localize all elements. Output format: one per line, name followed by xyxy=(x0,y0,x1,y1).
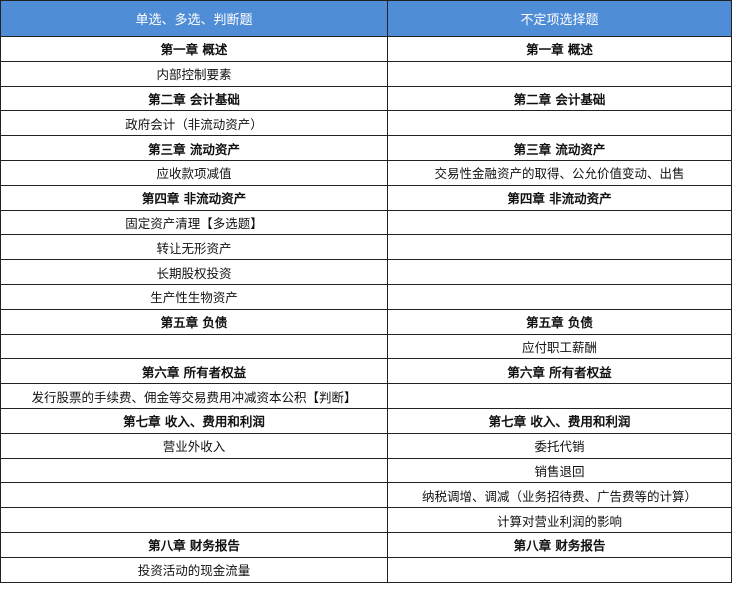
right-cell xyxy=(387,283,732,310)
left-cell: 政府会计（非流动资产） xyxy=(0,110,388,137)
table-row: 长期股权投资 xyxy=(0,259,732,285)
table-row: 生产性生物资产 xyxy=(0,283,732,310)
left-cell: 第七章 收入、费用和利润 xyxy=(0,407,388,434)
chapter-row: 第三章 流动资产 第三章 流动资产 xyxy=(0,135,732,161)
right-cell xyxy=(387,209,732,236)
header-indefinite-choice: 不定项选择题 xyxy=(387,0,732,37)
right-cell xyxy=(387,259,732,285)
chapter-row: 第四章 非流动资产 第四章 非流动资产 xyxy=(0,184,732,211)
table-row: 投资活动的现金流量 xyxy=(0,556,732,583)
left-cell: 第一章 概述 xyxy=(0,36,388,62)
right-cell xyxy=(387,383,732,409)
right-cell xyxy=(387,110,732,137)
left-cell: 第五章 负债 xyxy=(0,308,388,335)
left-cell: 营业外收入 xyxy=(0,432,388,459)
table-row: 营业外收入 委托代销 xyxy=(0,432,732,459)
left-cell: 应收款项减值 xyxy=(0,159,388,186)
chapter-row: 第二章 会计基础 第二章 会计基础 xyxy=(0,85,732,112)
right-cell: 销售退回 xyxy=(387,457,732,484)
right-cell: 第三章 流动资产 xyxy=(387,135,732,161)
left-cell xyxy=(0,457,388,484)
right-cell xyxy=(387,60,732,87)
table-row: 应付职工薪酬 xyxy=(0,333,732,360)
left-cell xyxy=(0,333,388,360)
left-cell: 第二章 会计基础 xyxy=(0,85,388,112)
table-row: 内部控制要素 xyxy=(0,60,732,87)
left-cell: 生产性生物资产 xyxy=(0,283,388,310)
right-cell: 计算对营业利润的影响 xyxy=(387,507,732,533)
left-cell xyxy=(0,482,388,509)
left-cell: 内部控制要素 xyxy=(0,60,388,87)
left-cell: 第八章 财务报告 xyxy=(0,531,388,558)
right-cell: 第六章 所有者权益 xyxy=(387,358,732,385)
table-row: 计算对营业利润的影响 xyxy=(0,507,732,533)
table-row: 政府会计（非流动资产） xyxy=(0,110,732,137)
right-cell: 第七章 收入、费用和利润 xyxy=(387,407,732,434)
left-cell: 转让无形资产 xyxy=(0,234,388,261)
chapter-row: 第一章 概述 第一章 概述 xyxy=(0,36,732,62)
right-cell: 第八章 财务报告 xyxy=(387,531,732,558)
right-cell xyxy=(387,556,732,583)
header-single-multi-judge: 单选、多选、判断题 xyxy=(0,0,388,37)
chapter-row: 第七章 收入、费用和利润 第七章 收入、费用和利润 xyxy=(0,407,732,434)
chapter-row: 第六章 所有者权益 第六章 所有者权益 xyxy=(0,358,732,385)
left-cell: 第六章 所有者权益 xyxy=(0,358,388,385)
table-row: 销售退回 xyxy=(0,457,732,484)
left-cell: 第四章 非流动资产 xyxy=(0,184,388,211)
left-cell: 第三章 流动资产 xyxy=(0,135,388,161)
table-row: 转让无形资产 xyxy=(0,234,732,261)
chapter-row: 第五章 负债 第五章 负债 xyxy=(0,308,732,335)
right-cell: 应付职工薪酬 xyxy=(387,333,732,360)
left-cell xyxy=(0,507,388,533)
topic-table: 单选、多选、判断题 不定项选择题 第一章 概述 第一章 概述 内部控制要素 第二章 会… xyxy=(0,0,732,583)
right-cell: 委托代销 xyxy=(387,432,732,459)
right-cell: 交易性金融资产的取得、公允价值变动、出售 xyxy=(387,159,732,186)
right-cell: 第二章 会计基础 xyxy=(387,85,732,112)
left-cell: 固定资产清理【多选题】 xyxy=(0,209,388,236)
table-row: 应收款项减值 交易性金融资产的取得、公允价值变动、出售 xyxy=(0,159,732,186)
table-row: 发行股票的手续费、佣金等交易费用冲减资本公积【判断】 xyxy=(0,383,732,409)
table-row: 固定资产清理【多选题】 xyxy=(0,209,732,236)
right-cell: 纳税调增、调减（业务招待费、广告费等的计算） xyxy=(387,482,732,509)
left-cell: 长期股权投资 xyxy=(0,259,388,285)
chapter-row: 第八章 财务报告 第八章 财务报告 xyxy=(0,531,732,558)
left-cell: 投资活动的现金流量 xyxy=(0,556,388,583)
right-cell: 第四章 非流动资产 xyxy=(387,184,732,211)
table-row: 纳税调增、调减（业务招待费、广告费等的计算） xyxy=(0,482,732,509)
right-cell: 第五章 负债 xyxy=(387,308,732,335)
right-cell: 第一章 概述 xyxy=(387,36,732,62)
right-cell xyxy=(387,234,732,261)
left-cell: 发行股票的手续费、佣金等交易费用冲减资本公积【判断】 xyxy=(0,383,388,409)
table-header-row: 单选、多选、判断题 不定项选择题 xyxy=(0,0,732,37)
